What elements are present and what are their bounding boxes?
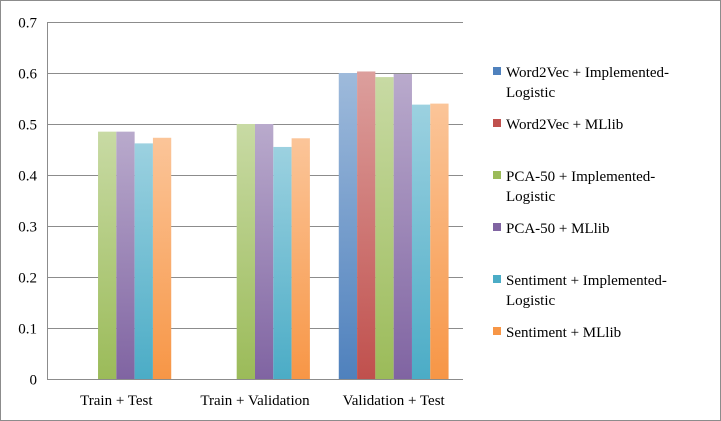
y-tick-label: 0.4 [18,169,37,185]
bar [338,73,358,379]
y-tick-label: 0 [30,373,38,389]
y-tick-label: 0.2 [18,271,37,287]
x-category-labels: Train + Test Train + Validation Validation… [80,393,445,409]
bar [152,137,172,379]
bar [255,124,274,379]
legend-swatch [493,119,501,127]
legend-swatch [493,275,501,283]
y-tick-label: 0.6 [18,67,37,83]
axes [47,22,463,380]
legend-label: Logistic [506,189,556,205]
legend-label: PCA-50 + MLlib [506,221,609,237]
x-category-label: Train + Test [80,393,153,409]
legend-swatch [493,327,501,335]
bar [116,131,135,379]
bar [375,77,394,379]
legend-label: Logistic [506,85,556,101]
legend: Word2Vec + Implemented-LogisticWord2Vec … [493,65,669,341]
bar [134,143,153,379]
y-tick-labels: 0 0.1 0.2 0.3 0.4 0.5 0.6 0.7 [18,16,37,389]
bar [291,138,310,379]
legend-label: Sentiment + MLlib [506,325,621,341]
legend-item: Word2Vec + Implemented- Logistic [493,65,669,101]
bar [273,146,292,379]
bars [98,71,449,380]
legend-label: Word2Vec + MLlib [506,117,623,133]
bar [357,71,376,379]
legend-swatch [493,67,501,75]
legend-label: Logistic [506,293,556,309]
bar [393,74,412,380]
legend-label: PCA-50 + Implemented- [506,169,655,185]
legend-item: PCA-50 + Implemented- Logistic [493,169,655,205]
bar [411,104,431,380]
legend-label: Sentiment + Implemented- [506,273,667,289]
x-category-label: Train + Validation [200,393,310,409]
legend-item: Word2Vec + MLlib [493,117,623,133]
y-tick-label: 0.1 [18,322,37,338]
legend-item: Sentiment + MLlib [493,325,621,341]
legend-swatch [493,171,501,179]
y-tick-label: 0.7 [18,16,37,32]
legend-label: Word2Vec + Implemented- [506,65,669,81]
legend-swatch [493,223,501,231]
legend-item: Sentiment + Implemented- Logistic [493,273,667,309]
x-category-label: Validation + Test [343,393,446,409]
y-tick-label: 0.5 [18,118,37,134]
y-tick-label: 0.3 [18,220,37,236]
bar [236,124,255,379]
bar [98,131,117,379]
bar [430,103,449,379]
legend-item: PCA-50 + MLlib [493,221,609,237]
